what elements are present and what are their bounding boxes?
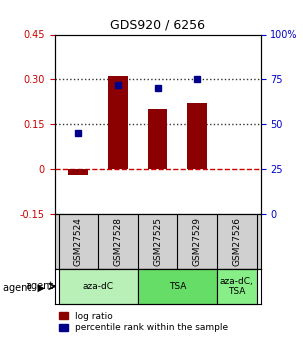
Text: agent: agent	[25, 282, 54, 291]
Text: GSM27529: GSM27529	[193, 217, 202, 266]
Bar	[68, 169, 88, 175]
Bar	[108, 76, 128, 169]
Text: GSM27525: GSM27525	[153, 217, 162, 266]
Bar	[148, 109, 168, 169]
Text: GSM27526: GSM27526	[232, 217, 241, 266]
Bar	[187, 103, 207, 169]
Text: GSM27524: GSM27524	[74, 217, 83, 266]
FancyBboxPatch shape	[138, 269, 217, 304]
Text: agent  ▶: agent ▶	[3, 283, 45, 293]
Text: TSA: TSA	[169, 282, 186, 291]
Text: GSM27528: GSM27528	[113, 217, 122, 266]
FancyBboxPatch shape	[217, 269, 257, 304]
Text: aza-dC,
TSA: aza-dC, TSA	[220, 277, 254, 296]
FancyBboxPatch shape	[58, 269, 138, 304]
Text: aza-dC: aza-dC	[83, 282, 114, 291]
Legend: log ratio, percentile rank within the sample: log ratio, percentile rank within the sa…	[59, 312, 228, 332]
Title: GDS920 / 6256: GDS920 / 6256	[110, 19, 205, 32]
